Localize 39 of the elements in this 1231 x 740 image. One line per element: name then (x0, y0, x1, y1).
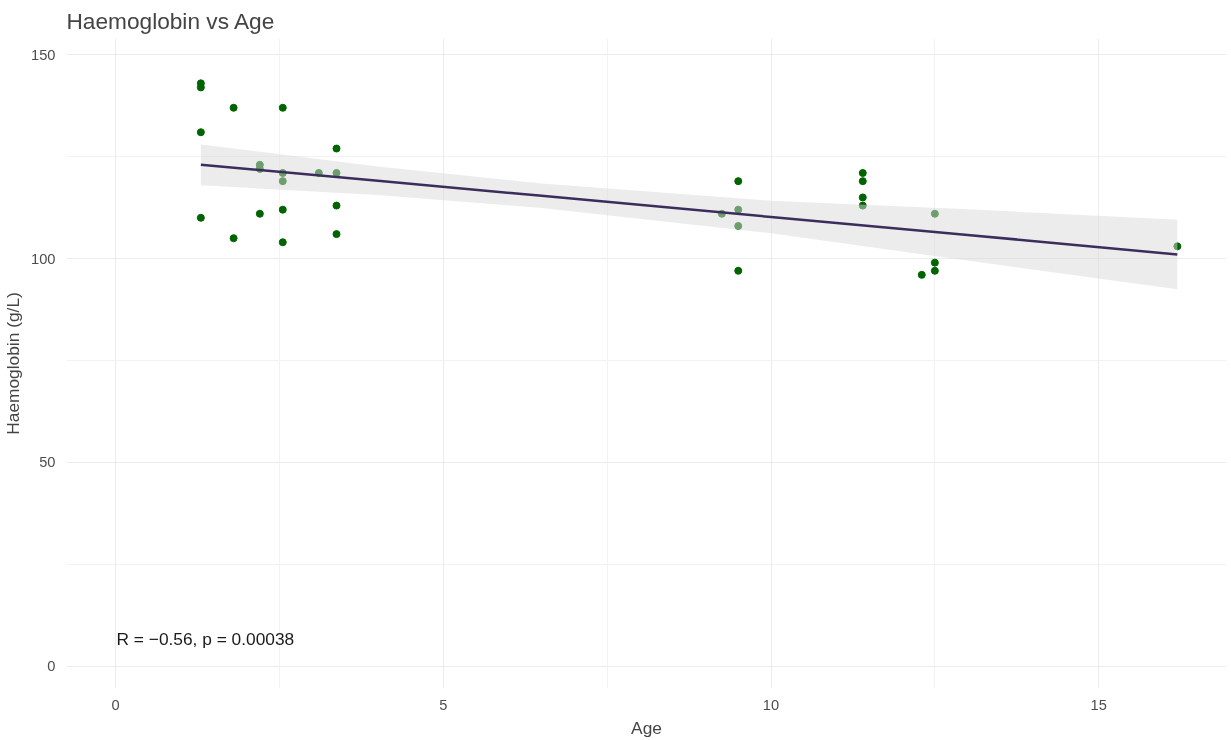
y-tick-label: 150 (31, 46, 56, 63)
point (332, 168, 341, 177)
point (930, 258, 939, 267)
point (858, 177, 867, 186)
point (930, 266, 939, 275)
point (278, 177, 287, 186)
point (734, 221, 743, 230)
chart-title: Haemoglobin vs Age (66, 7, 275, 34)
point (930, 209, 939, 218)
point (229, 103, 238, 112)
point (196, 128, 205, 137)
point (332, 201, 341, 210)
y-tick-label: 50 (39, 454, 56, 471)
point (734, 266, 743, 275)
point (332, 230, 341, 239)
point (1173, 242, 1182, 251)
point (255, 209, 264, 218)
point (332, 144, 341, 153)
point (278, 103, 287, 112)
y-axis-title: Haemoglobin (g/L) (3, 292, 24, 435)
x-tick-label: 5 (439, 696, 448, 713)
x-tick-label: 15 (1090, 696, 1107, 713)
x-axis-title: Age (631, 717, 662, 738)
y-tick-label: 0 (47, 658, 56, 675)
point (858, 193, 867, 202)
point (917, 270, 926, 279)
point (229, 234, 238, 243)
point (278, 238, 287, 247)
line-series (199, 163, 1179, 256)
x-tick-label: 0 (111, 696, 120, 713)
point (858, 168, 867, 177)
point (734, 205, 743, 214)
point (278, 205, 287, 214)
point (858, 201, 867, 210)
point (196, 213, 205, 222)
y-tick-label: 100 (31, 250, 56, 267)
x-tick-label: 10 (762, 696, 780, 713)
annotation: R = −0.56, p = 0.00038 (116, 628, 295, 649)
point (734, 177, 743, 186)
